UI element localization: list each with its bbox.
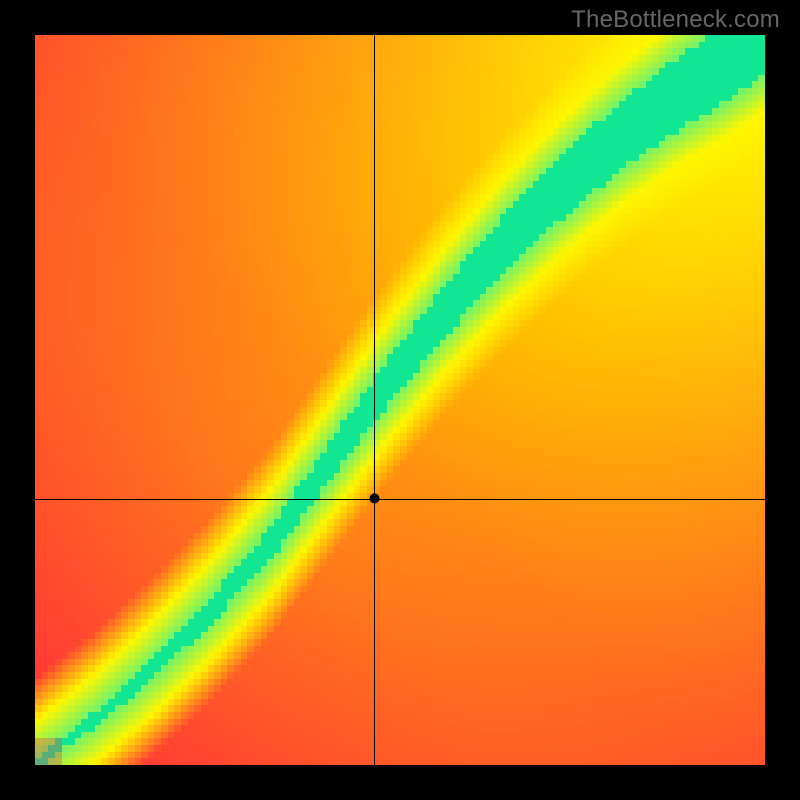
watermark-text: TheBottleneck.com	[571, 6, 780, 34]
bottleneck-heatmap	[0, 0, 800, 800]
